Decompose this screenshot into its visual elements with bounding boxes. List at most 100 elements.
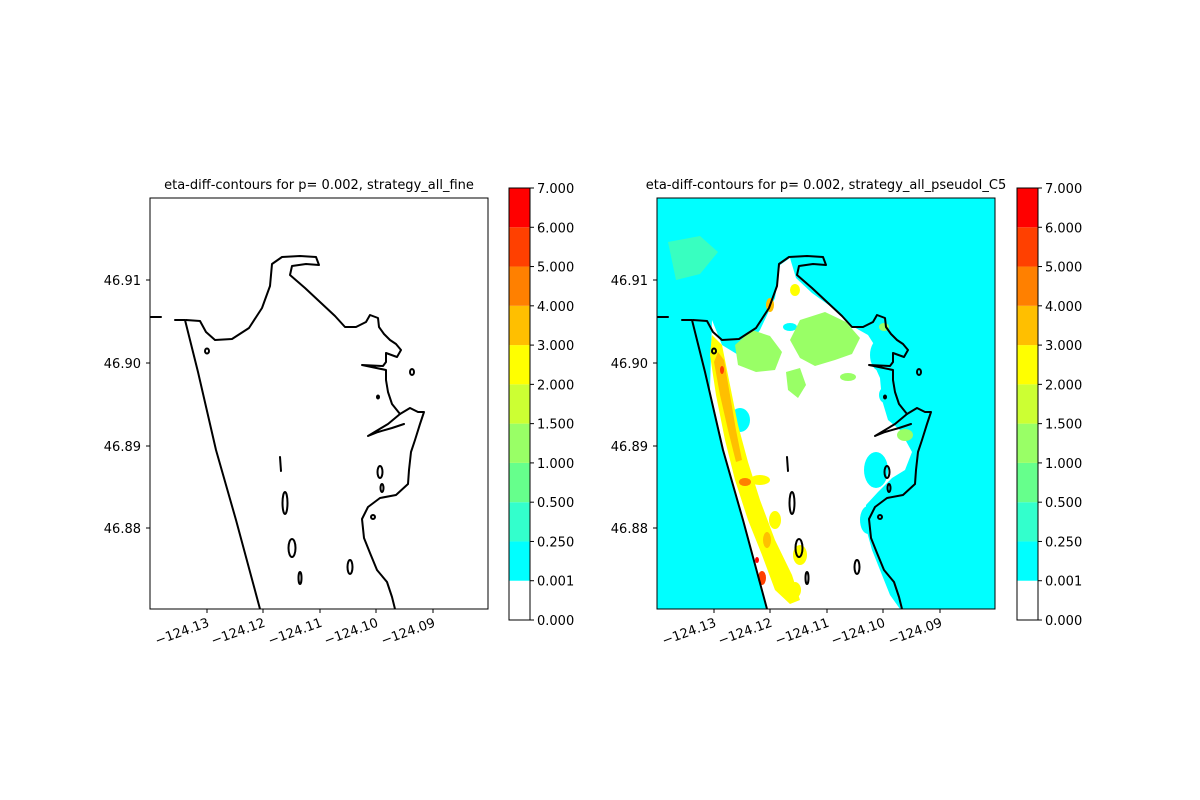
right-colorbar-tick-label: 0.250 [1045,535,1082,550]
left-map-background [150,198,488,609]
island-1 [204,347,210,355]
right-colorbar-tick-label: 0.000 [1045,614,1082,629]
right-colorbar-bin [1017,384,1038,424]
diff-band-green [840,373,856,381]
island-2 [883,394,887,400]
diff-band-green [735,330,782,372]
right-colorbar-tick-label: 7.000 [1045,182,1082,197]
left-colorbar-bin [509,384,530,424]
right-colorbar-bin [1017,345,1038,385]
right-y-tick-label: 46.90 [611,357,648,372]
diff-band-green-offshore [668,236,718,280]
diff-interior-cyan [870,339,890,371]
coastline-spit [692,255,932,609]
right-colorbar-tick-label: 4.000 [1045,300,1082,315]
right-x-axis: −124.13 −124.12 −124.11 −124.10 −124.09 [660,609,944,649]
diff-band-orange [714,352,742,462]
left-colorbar-bin [509,266,530,306]
diff-band-green [897,429,913,441]
island-1 [711,347,717,355]
right-colorbar-bin [1017,266,1038,306]
right-colorbar-bin [1017,227,1038,267]
left-colorbar-tick-label: 0.000 [537,614,574,629]
left-x-tick-label: −124.11 [266,616,324,649]
right-colorbar-tick-label: 6.000 [1045,221,1082,236]
left-colorbar-tick-label: 0.001 [537,575,574,590]
diff-band-yellow [710,335,800,604]
right-y-tick-label: 46.89 [611,440,648,455]
left-panel-title: eta-diff-contours for p= 0.002, strategy… [164,178,474,193]
right-colorbar-bin [1017,188,1038,228]
right-y-tick-label: 46.88 [611,522,648,537]
left-colorbar-bin [509,305,530,346]
right-colorbar-tick-label: 3.000 [1045,339,1082,354]
diff-band-orange [739,478,751,486]
left-colorbar-bin [509,502,530,542]
island-9 [883,465,891,479]
diff-band-red [720,366,724,374]
left-coastline [150,255,425,609]
island-8 [853,559,861,575]
island-5 [281,491,289,515]
diff-band-yellow [789,582,801,598]
left-colorbar-tick-label: 1.500 [537,418,574,433]
right-x-tick-label: −124.12 [716,616,774,649]
left-colorbar-bin [509,345,530,385]
left-colorbar-bin [509,541,530,581]
right-panel-title: eta-diff-contours for p= 0.002, strategy… [646,178,1006,193]
island-2 [376,394,380,400]
left-x-tick-label: −124.12 [209,616,267,649]
right-colorbar-bin [1017,305,1038,346]
island-7 [297,571,303,585]
diff-band-orange [763,532,771,548]
right-colorbar: 0.000 0.001 0.250 0.500 1.000 1.500 2.000 3.000… [1016,182,1082,629]
island-5 [788,491,796,515]
diff-band-red [755,557,759,563]
left-colorbar-tick-label: 4.000 [537,300,574,315]
right-y-tick-label: 46.91 [611,274,648,289]
island-3 [916,368,922,376]
right-map-field [657,198,995,609]
left-colorbar-frame [508,187,531,621]
right-colorbar-tick-label: 1.500 [1045,418,1082,433]
right-colorbar-bin [1017,580,1038,620]
left-colorbar-tick-label: 1.000 [537,457,574,472]
left-colorbar-tick-label: 0.500 [537,496,574,511]
left-colorbar-bin [509,188,530,228]
right-coastline [657,255,932,609]
left-colorbar-bin [509,462,530,503]
left-colorbar-tick-label: 7.000 [537,182,574,197]
right-colorbar-tick-label: 5.000 [1045,261,1082,276]
diff-band-yellow [790,284,800,296]
diff-band-yellow [750,475,770,485]
left-colorbar-bin [509,227,530,267]
right-colorbar-bin [1017,541,1038,581]
right-axes-frame [656,197,996,610]
left-axes-frame [149,197,489,610]
right-x-tick-label: −124.11 [773,616,831,649]
right-colorbar-tick-label: 1.000 [1045,457,1082,472]
diff-interior-cyan [783,323,797,331]
left-colorbar: 0.000 0.001 0.250 0.500 1.000 1.500 2.000 3.000… [508,182,574,629]
left-x-axis: −124.13 −124.12 −124.11 −124.10 −124.09 [153,609,437,649]
coastline-inlet [367,413,405,437]
left-y-axis: 46.91 46.90 46.89 46.88 [104,274,150,537]
island-4 [279,456,282,472]
left-y-tick-label: 46.89 [104,440,141,455]
left-x-tick-label: −124.13 [153,616,211,649]
right-colorbar-bin [1017,423,1038,463]
island-8 [346,559,354,575]
left-colorbar-tick-label: 0.250 [537,535,574,550]
right-x-tick-label: −124.13 [660,616,718,649]
diff-band-yellow [769,511,781,529]
island-3 [409,368,415,376]
diff-band-green [790,312,860,366]
left-panel: eta-diff-contours for p= 0.002, strategy… [104,178,574,649]
island-6 [287,538,297,558]
left-colorbar-tick-label: 3.000 [537,339,574,354]
island-11 [877,514,883,520]
right-panel: eta-diff-contours for p= 0.002, strategy… [611,178,1082,649]
right-colorbar-frame [1016,187,1039,621]
right-colorbar-bin [1017,502,1038,542]
left-colorbar-tick-label: 2.000 [537,378,574,393]
